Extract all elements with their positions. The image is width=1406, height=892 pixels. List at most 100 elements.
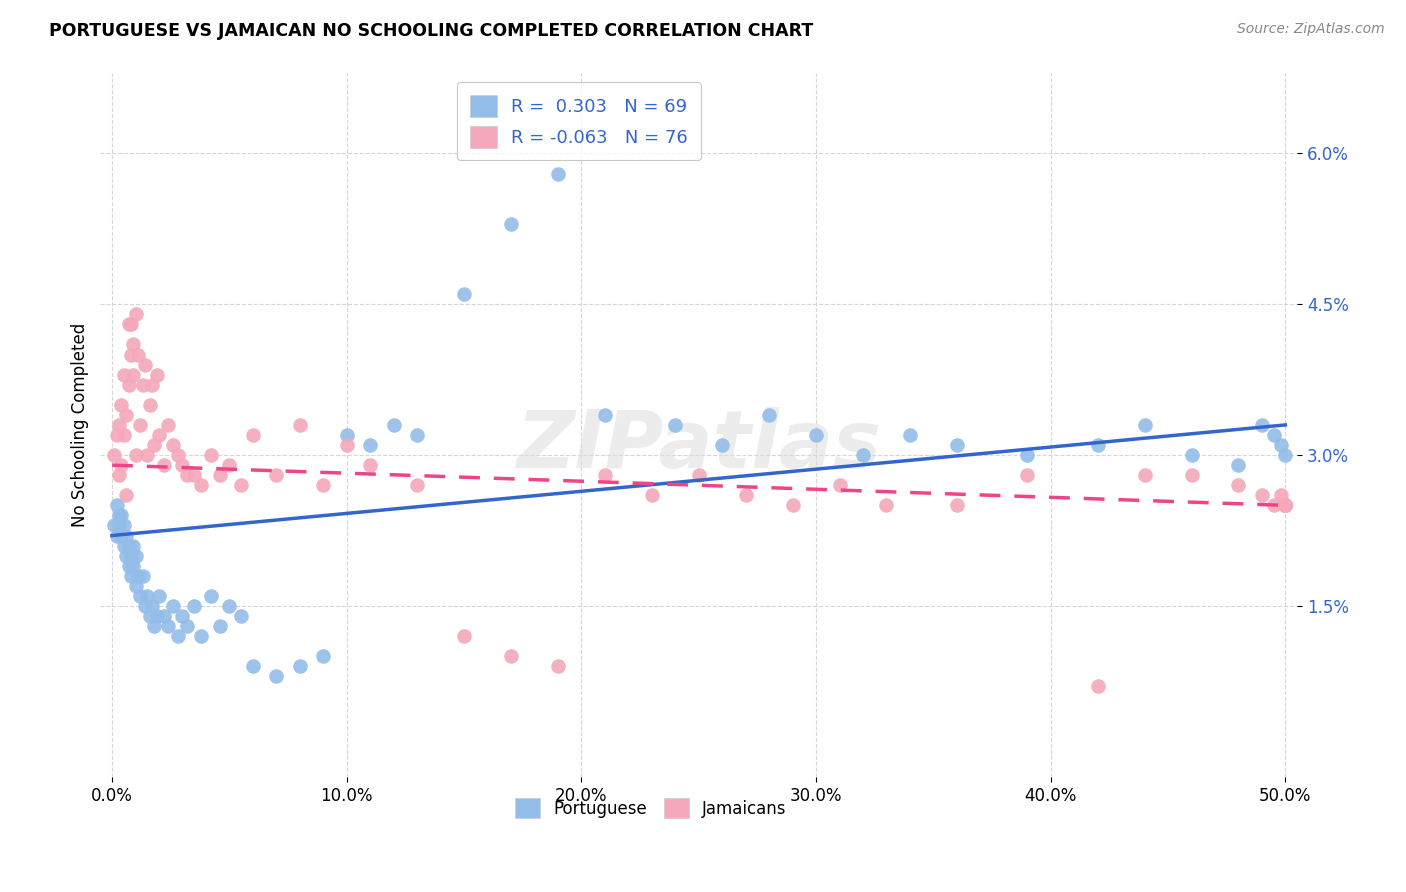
Point	[1251, 417, 1274, 432]
Point	[1274, 499, 1296, 513]
Point	[1263, 499, 1285, 513]
Point	[1274, 499, 1296, 513]
Point	[110, 508, 132, 523]
Point	[711, 438, 734, 452]
Point	[875, 499, 897, 513]
Point	[112, 518, 135, 533]
Point	[547, 167, 569, 181]
Point	[453, 629, 475, 643]
Point	[1251, 488, 1274, 502]
Point	[266, 669, 288, 683]
Point	[231, 478, 253, 492]
Point	[176, 468, 198, 483]
Point	[117, 539, 139, 553]
Point	[1180, 468, 1202, 483]
Point	[946, 438, 969, 452]
Point	[134, 358, 156, 372]
Point	[183, 599, 205, 613]
Point	[804, 428, 827, 442]
Point	[242, 428, 264, 442]
Point	[688, 468, 710, 483]
Point	[136, 589, 159, 603]
Point	[664, 417, 686, 432]
Point	[641, 488, 664, 502]
Point	[218, 458, 240, 472]
Point	[110, 458, 132, 472]
Point	[336, 438, 359, 452]
Point	[120, 318, 142, 332]
Point	[115, 528, 138, 542]
Point	[108, 518, 131, 533]
Point	[190, 629, 212, 643]
Point	[115, 549, 138, 563]
Point	[242, 659, 264, 673]
Point	[108, 417, 131, 432]
Point	[145, 368, 167, 382]
Point	[103, 448, 125, 462]
Point	[131, 568, 153, 582]
Point	[115, 488, 138, 502]
Point	[828, 478, 851, 492]
Point	[1270, 488, 1292, 502]
Point	[1180, 448, 1202, 462]
Point	[218, 599, 240, 613]
Point	[141, 599, 163, 613]
Point	[499, 217, 522, 231]
Point	[120, 568, 142, 582]
Point	[1087, 438, 1109, 452]
Point	[758, 408, 780, 422]
Point	[143, 438, 166, 452]
Point	[382, 417, 405, 432]
Point	[288, 417, 311, 432]
Point	[946, 499, 969, 513]
Point	[176, 619, 198, 633]
Point	[1274, 499, 1296, 513]
Point	[110, 398, 132, 412]
Point	[115, 408, 138, 422]
Point	[166, 629, 188, 643]
Point	[145, 609, 167, 624]
Point	[124, 448, 146, 462]
Point	[122, 337, 145, 351]
Point	[1263, 428, 1285, 442]
Point	[1133, 417, 1156, 432]
Point	[131, 377, 153, 392]
Point	[1274, 448, 1296, 462]
Point	[852, 448, 875, 462]
Point	[112, 539, 135, 553]
Point	[1274, 499, 1296, 513]
Point	[734, 488, 756, 502]
Point	[172, 609, 194, 624]
Point	[120, 549, 142, 563]
Point	[1274, 499, 1296, 513]
Point	[359, 438, 381, 452]
Point	[1017, 468, 1039, 483]
Point	[499, 649, 522, 664]
Point	[117, 377, 139, 392]
Point	[359, 458, 381, 472]
Point	[208, 468, 231, 483]
Point	[122, 539, 145, 553]
Point	[231, 609, 253, 624]
Point	[108, 508, 131, 523]
Point	[162, 438, 184, 452]
Point	[200, 589, 222, 603]
Point	[124, 579, 146, 593]
Point	[136, 448, 159, 462]
Point	[124, 549, 146, 563]
Y-axis label: No Schooling Completed: No Schooling Completed	[72, 323, 89, 527]
Point	[782, 499, 804, 513]
Point	[172, 458, 194, 472]
Point	[1270, 438, 1292, 452]
Point	[266, 468, 288, 483]
Point	[141, 377, 163, 392]
Point	[1133, 468, 1156, 483]
Point	[200, 448, 222, 462]
Point	[124, 307, 146, 321]
Point	[1274, 499, 1296, 513]
Point	[406, 428, 429, 442]
Point	[453, 287, 475, 301]
Legend: Portuguese, Jamaicans: Portuguese, Jamaicans	[509, 791, 793, 825]
Point	[127, 568, 149, 582]
Point	[138, 398, 160, 412]
